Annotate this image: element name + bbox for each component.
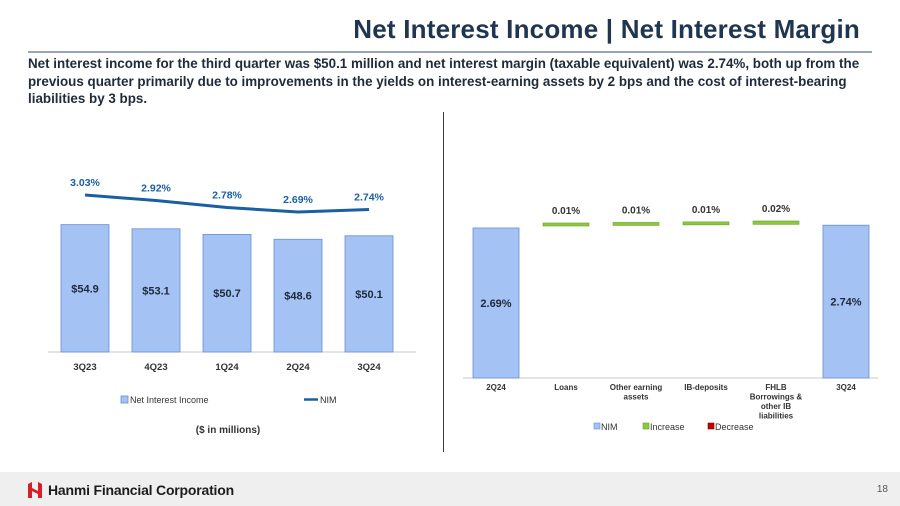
x-tick-label: 3Q23 (73, 362, 96, 373)
nii-bar (273, 238, 323, 353)
company-name: Hanmi Financial Corporation (48, 482, 234, 498)
waterfall-value-label: 2.69% (480, 298, 511, 310)
chart-divider (443, 112, 444, 452)
x-tick-label: 1Q24 (215, 362, 239, 373)
nim-value-label: 3.03% (70, 177, 100, 189)
waterfall-step-bar (682, 221, 730, 226)
nim-value-label: 2.92% (141, 183, 171, 195)
nii-bar (344, 235, 394, 353)
nii-value-label: $50.1 (355, 289, 383, 301)
nii-bar (131, 228, 181, 353)
x-tick-label: IB-deposits (684, 383, 728, 392)
waterfall-value-label: 0.01% (552, 206, 580, 217)
nim-value-label: 2.74% (354, 192, 384, 204)
title-rule (28, 51, 872, 53)
units-note: ($ in millions) (196, 425, 260, 436)
legend-swatch-decrease (707, 422, 715, 430)
page-number: 18 (876, 484, 888, 495)
x-tick-label: 4Q23 (144, 362, 167, 373)
x-tick-label: 2Q24 (486, 383, 506, 392)
company-logo: Hanmi Financial Corporation (26, 480, 234, 500)
x-tick-label: 3Q24 (357, 362, 381, 373)
x-tick-label: 3Q24 (836, 383, 856, 392)
waterfall-step-bar (752, 220, 800, 225)
footer-bar (0, 472, 900, 506)
x-tick-label: assets (624, 393, 649, 402)
legend-label-increase: Increase (650, 422, 685, 432)
waterfall-value-label: 2.74% (830, 297, 861, 309)
hanmi-logo-icon (28, 482, 42, 498)
charts-canvas: $54.9 3Q23 $53.1 4Q23 $50.7 1Q24 $48.6 2Q24 $50.… (48, 177, 878, 436)
nii-bar (202, 233, 252, 353)
waterfall-value-label: 0.01% (622, 205, 650, 216)
x-tick-label: FHLB (765, 383, 787, 392)
nii-value-label: $54.9 (71, 283, 99, 295)
legend-label-nii: Net Interest Income (130, 395, 209, 405)
legend-swatch-nim (593, 422, 601, 430)
waterfall-total-bar (472, 227, 520, 379)
nim-value-label: 2.69% (283, 194, 313, 206)
nii-value-label: $48.6 (284, 291, 312, 303)
nii-value-label: $53.1 (142, 285, 170, 297)
nim-line (84, 193, 370, 214)
nii-value-label: $50.7 (213, 288, 241, 300)
page-title: Net Interest Income | Net Interest Margi… (353, 14, 860, 44)
nii-bar (60, 224, 110, 353)
x-tick-label: Other earning (610, 383, 663, 392)
x-tick-label: Loans (554, 383, 578, 392)
x-tick-label: liabilities (759, 412, 794, 421)
waterfall-value-label: 0.01% (692, 205, 720, 216)
legend-label-decrease: Decrease (715, 422, 754, 432)
summary-text: Net interest income for the third quarte… (28, 56, 860, 106)
legend-swatch-increase (642, 422, 650, 430)
waterfall-value-label: 0.02% (762, 204, 790, 215)
x-tick-label: Borrowings & (750, 393, 803, 402)
waterfall-step-bar (612, 222, 660, 226)
waterfall-step-bar (542, 222, 590, 227)
x-tick-label: 2Q24 (286, 362, 310, 373)
legend-label-nim: NIM (320, 395, 337, 405)
legend-label-nim: NIM (601, 422, 618, 432)
waterfall-total-bar (822, 224, 870, 379)
x-tick-label: other IB (761, 402, 791, 411)
legend-swatch-nii (120, 395, 129, 404)
nim-value-label: 2.78% (212, 190, 242, 202)
